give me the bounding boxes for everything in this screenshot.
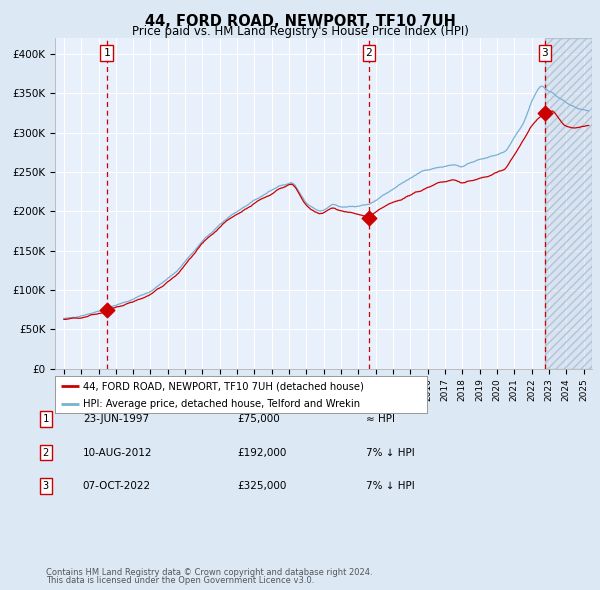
Text: This data is licensed under the Open Government Licence v3.0.: This data is licensed under the Open Gov…: [46, 576, 314, 585]
Text: 7% ↓ HPI: 7% ↓ HPI: [366, 481, 415, 491]
Text: 7% ↓ HPI: 7% ↓ HPI: [366, 448, 415, 457]
Bar: [545, 38, 592, 369]
Text: 3: 3: [43, 481, 49, 491]
Text: 1: 1: [43, 414, 49, 424]
Text: 44, FORD ROAD, NEWPORT, TF10 7UH (detached house): 44, FORD ROAD, NEWPORT, TF10 7UH (detach…: [83, 381, 364, 391]
Text: HPI: Average price, detached house, Telford and Wrekin: HPI: Average price, detached house, Telf…: [83, 399, 360, 409]
Point: [364, 213, 374, 222]
Text: Price paid vs. HM Land Registry's House Price Index (HPI): Price paid vs. HM Land Registry's House …: [131, 25, 469, 38]
Point: [102, 305, 112, 314]
Text: £325,000: £325,000: [237, 481, 286, 491]
Text: £192,000: £192,000: [237, 448, 286, 457]
Point: [540, 109, 550, 118]
Text: 07-OCT-2022: 07-OCT-2022: [83, 481, 151, 491]
Text: 10-AUG-2012: 10-AUG-2012: [83, 448, 152, 457]
Text: ≈ HPI: ≈ HPI: [366, 414, 395, 424]
Text: Contains HM Land Registry data © Crown copyright and database right 2024.: Contains HM Land Registry data © Crown c…: [46, 568, 372, 577]
Text: 1: 1: [103, 48, 110, 58]
Text: 2: 2: [365, 48, 372, 58]
Text: £75,000: £75,000: [237, 414, 280, 424]
Text: 44, FORD ROAD, NEWPORT, TF10 7UH: 44, FORD ROAD, NEWPORT, TF10 7UH: [145, 14, 455, 28]
Text: 2: 2: [43, 448, 49, 457]
Text: 3: 3: [542, 48, 548, 58]
Bar: [545, 38, 592, 369]
Text: 23-JUN-1997: 23-JUN-1997: [83, 414, 149, 424]
